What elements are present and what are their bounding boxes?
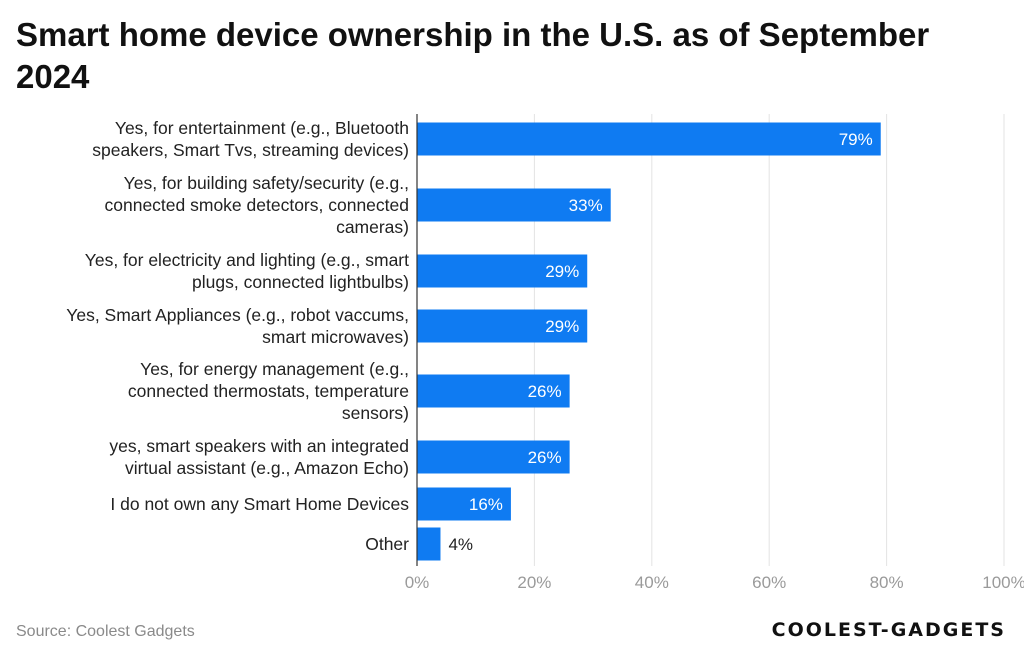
category-label: plugs, connected lightbulbs) bbox=[192, 272, 409, 292]
bar bbox=[417, 527, 441, 561]
chart-title: Smart home device ownership in the U.S. … bbox=[16, 16, 930, 95]
bar bbox=[417, 374, 570, 408]
category-label: Other bbox=[365, 534, 409, 554]
data-label: 29% bbox=[545, 317, 579, 336]
bars: 79% 33% 29% 29% 26% 26% 16% 4% bbox=[417, 122, 881, 561]
category-label: yes, smart speakers with an integrated bbox=[109, 436, 409, 456]
bar bbox=[417, 188, 611, 222]
category-labels: Yes, for entertainment (e.g., Bluetooths… bbox=[66, 118, 409, 554]
data-label: 16% bbox=[469, 495, 503, 514]
x-tick-label: 0% bbox=[405, 573, 430, 592]
bar bbox=[417, 309, 588, 343]
category-label: Yes, for electricity and lighting (e.g.,… bbox=[85, 250, 409, 270]
brand-logo: COOLEST-GADGETS bbox=[771, 619, 1006, 641]
bar bbox=[417, 440, 570, 474]
data-label: 26% bbox=[528, 382, 562, 401]
x-axis-ticks: 0% 20% 40% 60% 80% 100% bbox=[405, 573, 1024, 592]
category-label: Yes, for entertainment (e.g., Bluetooth bbox=[115, 118, 409, 138]
x-tick-label: 60% bbox=[752, 573, 786, 592]
x-tick-label: 80% bbox=[870, 573, 904, 592]
category-label: Yes, for building safety/security (e.g., bbox=[124, 173, 409, 193]
data-label: 33% bbox=[569, 196, 603, 215]
category-label: sensors) bbox=[342, 403, 409, 423]
category-label: Yes, Smart Appliances (e.g., robot vaccu… bbox=[66, 305, 409, 325]
data-label: 4% bbox=[448, 535, 473, 554]
category-label: connected smoke detectors, connected bbox=[105, 195, 410, 215]
data-label: 29% bbox=[545, 262, 579, 281]
gridlines bbox=[533, 114, 1005, 566]
bar bbox=[417, 487, 511, 521]
x-tick-label: 100% bbox=[982, 573, 1024, 592]
category-label: connected thermostats, temperature bbox=[128, 381, 409, 401]
category-label: smart microwaves) bbox=[262, 327, 409, 347]
category-label: virtual assistant (e.g., Amazon Echo) bbox=[125, 458, 409, 478]
x-tick-label: 20% bbox=[517, 573, 551, 592]
data-label: 79% bbox=[839, 130, 873, 149]
x-tick-label: 40% bbox=[635, 573, 669, 592]
data-label: 26% bbox=[528, 448, 562, 467]
category-label: speakers, Smart Tvs, streaming devices) bbox=[92, 140, 409, 160]
category-label: cameras) bbox=[336, 217, 409, 237]
category-label: I do not own any Smart Home Devices bbox=[110, 494, 409, 514]
bar bbox=[417, 122, 881, 156]
bar bbox=[417, 254, 588, 288]
source-note: Source: Coolest Gadgets bbox=[16, 623, 195, 640]
category-label: Yes, for energy management (e.g., bbox=[140, 359, 409, 379]
